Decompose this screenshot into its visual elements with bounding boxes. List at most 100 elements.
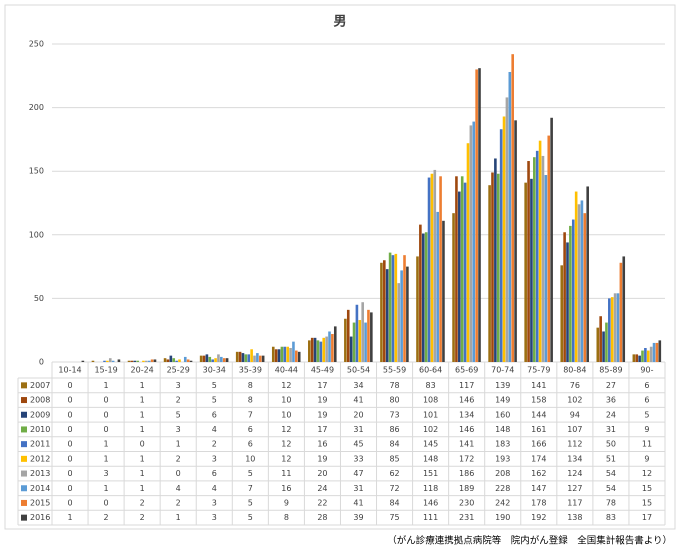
bar [346, 309, 350, 362]
table-value: 27 [606, 381, 616, 390]
table-value: 20 [353, 410, 363, 419]
table-value: 17 [317, 425, 327, 434]
bar [308, 340, 311, 362]
bar [571, 219, 575, 362]
table-value: 102 [567, 396, 582, 405]
table-value: 5 [212, 381, 217, 390]
y-tick-label: 50 [34, 294, 44, 303]
legend-label: 2011 [30, 440, 50, 449]
table-value: 54 [606, 484, 616, 493]
table-value: 8 [284, 513, 289, 522]
table-value: 78 [389, 381, 399, 390]
table-value: 2 [176, 454, 181, 463]
table-value: 5 [176, 410, 181, 419]
bar [297, 351, 301, 362]
table-value: 84 [389, 498, 399, 507]
bar [514, 120, 517, 362]
table-value: 10 [281, 396, 291, 405]
table-value: 24 [606, 410, 616, 419]
bar [247, 354, 251, 362]
x-tick-label: 25-29 [167, 366, 190, 375]
table-value: 1 [140, 381, 145, 390]
bar [235, 351, 239, 362]
table-value: 208 [495, 469, 510, 478]
bar [370, 312, 373, 362]
x-tick-label: 55-59 [383, 366, 406, 375]
table-value: 15 [642, 498, 652, 507]
bar [442, 220, 445, 362]
bar [488, 185, 491, 362]
bar [599, 316, 602, 362]
table-value: 47 [353, 469, 363, 478]
table-value: 1 [140, 469, 145, 478]
bar [652, 342, 656, 362]
legend-key [21, 470, 27, 477]
bar [328, 331, 331, 362]
table-value: 6 [212, 469, 217, 478]
bar [322, 337, 326, 362]
legend-key [21, 411, 27, 418]
bar [225, 358, 229, 362]
bar [535, 150, 539, 362]
table-value: 101 [423, 410, 438, 419]
bar [416, 256, 419, 362]
bar [436, 211, 439, 362]
table-value: 127 [567, 484, 582, 493]
bar [550, 117, 553, 362]
table-value: 16 [317, 440, 327, 449]
bar [133, 360, 137, 362]
legend-label: 2012 [30, 454, 50, 463]
table-value: 0 [67, 410, 72, 419]
table-value: 9 [644, 454, 649, 463]
table-value: 83 [426, 381, 436, 390]
bar [544, 175, 548, 362]
table-value: 3 [176, 425, 181, 434]
bar [103, 360, 106, 362]
bar [385, 269, 389, 362]
table-value: 102 [423, 425, 438, 434]
table-value: 1 [104, 454, 109, 463]
table-value: 9 [644, 425, 649, 434]
bar [189, 360, 193, 362]
x-tick-label: 15-19 [94, 366, 117, 375]
bar [569, 225, 572, 362]
table-value: 19 [317, 396, 327, 405]
bar [81, 360, 85, 362]
bar [511, 54, 514, 363]
x-tick-label: 35-39 [239, 366, 262, 375]
legend-key [21, 382, 27, 389]
bar [394, 253, 398, 362]
legend-label: 2010 [30, 425, 50, 434]
bar [641, 350, 644, 362]
table-value: 36 [606, 396, 616, 405]
bar [153, 359, 157, 362]
bar [527, 161, 530, 362]
table-value: 160 [495, 410, 510, 419]
bar [111, 360, 115, 362]
bar [280, 346, 284, 362]
legend-label: 2007 [30, 381, 50, 390]
table-value: 20 [317, 469, 327, 478]
bar [127, 360, 131, 362]
table-value: 1 [140, 425, 145, 434]
table-value: 1 [104, 484, 109, 493]
legend-key [21, 441, 27, 448]
legend-label: 2008 [30, 396, 50, 405]
legend-label: 2009 [30, 410, 50, 419]
bar [383, 260, 386, 362]
x-tick-label: 60-64 [419, 366, 442, 375]
bar [277, 349, 281, 362]
bar [439, 176, 442, 362]
table-value: 0 [104, 425, 109, 434]
table-value: 193 [495, 454, 510, 463]
bar [222, 358, 226, 362]
table-value: 0 [104, 410, 109, 419]
table-value: 230 [459, 498, 474, 507]
table-value: 107 [567, 425, 582, 434]
bar [358, 320, 362, 362]
table-value: 148 [495, 425, 510, 434]
table-value: 3 [212, 454, 217, 463]
table-value: 16 [281, 484, 291, 493]
legend-label: 2014 [30, 484, 50, 493]
table-value: 0 [67, 381, 72, 390]
